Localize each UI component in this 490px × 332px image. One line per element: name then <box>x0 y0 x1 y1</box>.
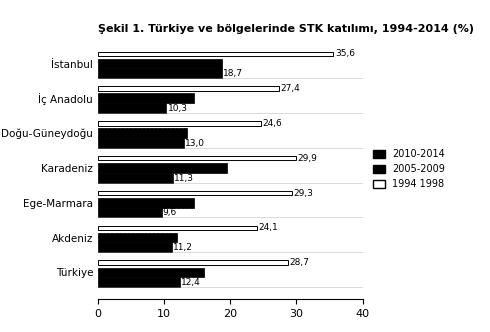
Bar <box>98 121 261 125</box>
Legend: 2010-2014, 2005-2009, 1994 1998: 2010-2014, 2005-2009, 1994 1998 <box>370 146 448 192</box>
Text: 28,7: 28,7 <box>289 258 309 267</box>
Text: 12,4: 12,4 <box>181 278 201 287</box>
Bar <box>98 191 292 195</box>
Bar <box>98 233 177 242</box>
Bar <box>98 103 166 113</box>
Bar <box>98 138 184 148</box>
Bar <box>98 208 162 217</box>
Bar <box>98 51 334 56</box>
Bar <box>98 156 296 160</box>
Bar <box>98 226 257 230</box>
Text: 27,4: 27,4 <box>281 84 300 93</box>
Text: 11,2: 11,2 <box>173 243 193 252</box>
Text: 11,3: 11,3 <box>174 174 194 183</box>
Bar <box>98 94 194 103</box>
Text: 13,0: 13,0 <box>185 139 205 148</box>
Bar <box>98 268 204 277</box>
Text: 29,3: 29,3 <box>293 189 313 198</box>
Bar <box>98 173 173 183</box>
Bar <box>98 163 227 173</box>
Bar <box>98 261 288 265</box>
Bar <box>98 277 180 287</box>
Text: 24,6: 24,6 <box>262 119 282 128</box>
Text: Şekil 1. Türkiye ve bölgelerinde STK katılımı, 1994-2014 (%): Şekil 1. Türkiye ve bölgelerinde STK kat… <box>98 24 474 34</box>
Bar <box>98 68 221 78</box>
Bar <box>98 86 279 91</box>
Text: 9,6: 9,6 <box>163 208 177 217</box>
Bar <box>98 242 172 252</box>
Bar <box>98 198 194 208</box>
Text: 35,6: 35,6 <box>335 49 355 58</box>
Bar <box>98 128 187 138</box>
Bar <box>98 59 221 68</box>
Text: 10,3: 10,3 <box>168 104 188 113</box>
Text: 29,9: 29,9 <box>297 154 317 163</box>
Text: 18,7: 18,7 <box>223 69 243 78</box>
Text: 24,1: 24,1 <box>259 223 278 232</box>
